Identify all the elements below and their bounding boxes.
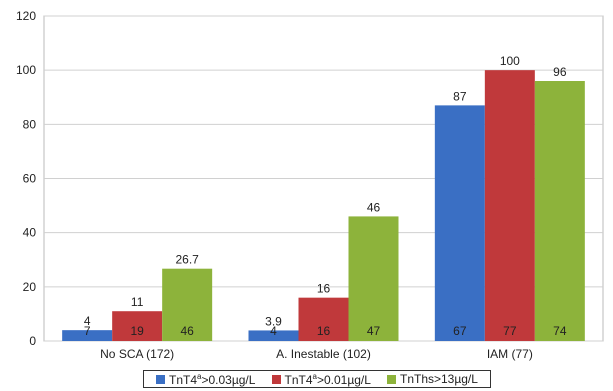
x-category-label: IAM (77): [487, 347, 533, 361]
data-label: 11: [131, 295, 144, 309]
data-label: 16: [317, 282, 331, 296]
bar-count-label: 46: [180, 324, 194, 338]
legend: TnT4a>0.03µg/L TnT4a>0.01µg/L TnThs>13µg/L: [143, 370, 491, 388]
legend-swatch: [386, 374, 396, 384]
x-category-label: No SCA (172): [100, 347, 174, 361]
bar: [248, 330, 299, 341]
y-tick-label: 100: [16, 63, 36, 77]
data-label: 96: [553, 65, 567, 79]
bar: [298, 297, 349, 341]
bar: [112, 311, 163, 341]
y-tick-label: 40: [23, 226, 37, 240]
data-label: 3.9: [265, 314, 282, 328]
bar: [534, 81, 585, 341]
bar: [434, 105, 485, 341]
bar-count-label: 47: [367, 324, 381, 338]
legend-label: TnT4a>0.01µg/L: [284, 371, 371, 387]
bar: [162, 268, 213, 341]
bar-count-label: 7: [84, 324, 91, 338]
x-category-label: A. Inestable (102): [276, 347, 371, 361]
legend-label: TnThs>13µg/L: [399, 372, 478, 386]
legend-item: TnThs>13µg/L: [386, 372, 478, 386]
data-label: 4: [84, 314, 91, 328]
bar: [348, 216, 399, 341]
data-label: 87: [453, 89, 467, 103]
y-tick-label: 80: [23, 117, 37, 131]
bar-count-label: 67: [453, 324, 467, 338]
bar-count-label: 19: [130, 324, 144, 338]
legend-label: TnT4a>0.03µg/L: [169, 371, 256, 387]
y-tick-label: 120: [16, 9, 36, 23]
data-label: 46: [367, 200, 381, 214]
legend-swatch: [271, 374, 281, 384]
data-label: 100: [500, 54, 520, 68]
legend-item: TnT4a>0.03µg/L: [156, 372, 255, 387]
bar-count-label: 16: [317, 324, 331, 338]
bar: [62, 330, 113, 341]
bar-count-label: 4: [270, 324, 277, 338]
bar-count-label: 77: [503, 324, 517, 338]
y-tick-label: 0: [29, 334, 36, 348]
data-label: 26.7: [175, 253, 199, 267]
y-tick-label: 20: [23, 280, 37, 294]
legend-swatch: [156, 374, 166, 384]
bar-count-label: 74: [553, 324, 567, 338]
legend-item: TnT4a>0.01µg/L: [271, 371, 371, 387]
y-tick-label: 60: [23, 172, 37, 186]
bar: [484, 70, 535, 342]
